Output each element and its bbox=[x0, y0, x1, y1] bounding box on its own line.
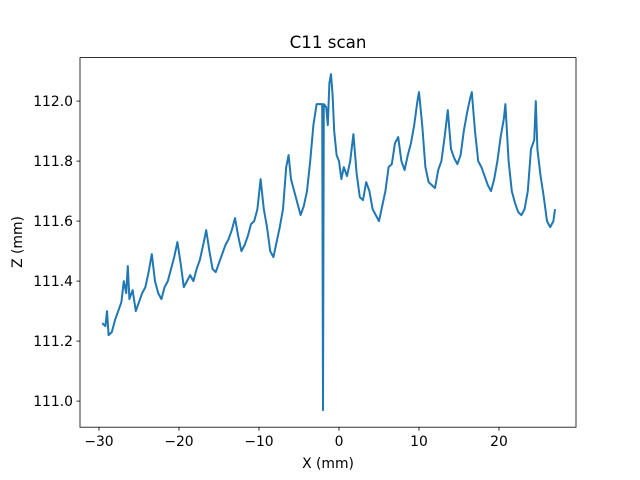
x-axis-label: X (mm) bbox=[302, 456, 354, 472]
x-tick-label: 10 bbox=[410, 434, 428, 450]
data-line bbox=[101, 73, 556, 412]
chart-title: C11 scan bbox=[290, 32, 367, 52]
y-tick-label: 111.4 bbox=[33, 274, 73, 290]
plot-frame bbox=[79, 57, 577, 428]
y-tick-label: 111.8 bbox=[33, 154, 73, 170]
y-tick-label: 111.0 bbox=[33, 394, 73, 410]
y-tick-label: 111.2 bbox=[33, 334, 73, 350]
x-tick-label: 0 bbox=[335, 434, 344, 450]
x-tick-label: −30 bbox=[84, 434, 113, 450]
y-tick-label: 112.0 bbox=[33, 94, 73, 110]
x-tick-label: 20 bbox=[490, 434, 508, 450]
y-tick-label: 111.6 bbox=[33, 214, 73, 230]
x-tick-label: −10 bbox=[244, 434, 273, 450]
x-tick-label: −20 bbox=[164, 434, 193, 450]
y-axis-label: Z (mm) bbox=[10, 216, 26, 268]
